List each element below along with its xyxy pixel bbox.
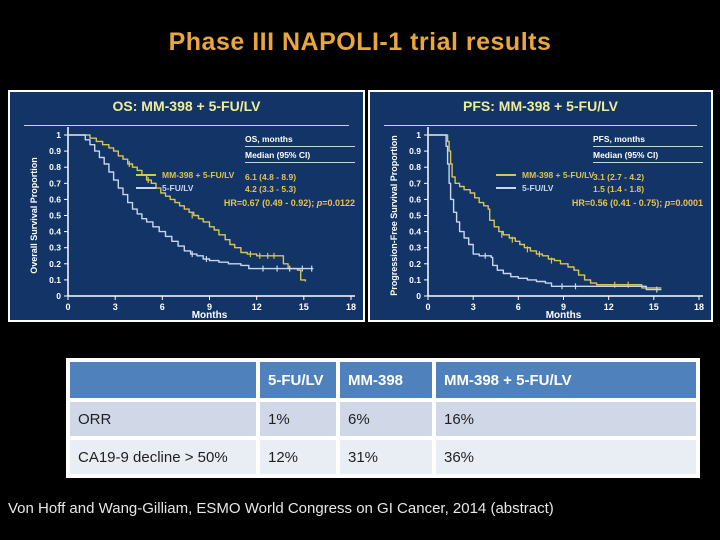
citation-text: Von Hoff and Wang-Gilliam, ESMO World Co… [8,500,554,517]
svg-text:18: 18 [694,302,704,312]
legend-row: 5-FU/LV [136,181,234,194]
legend-label-control: 5-FU/LV [522,182,554,193]
legend-label-control: 5-FU/LV [162,182,194,193]
svg-text:3: 3 [113,302,118,312]
svg-text:0.3: 0.3 [49,243,61,253]
legend-row: MM-398 + 5-FU/LV [136,168,234,181]
svg-text:15: 15 [299,302,309,312]
svg-text:0.3: 0.3 [409,243,421,253]
stats-subheader: Median (95% CI) [593,150,703,163]
svg-text:9: 9 [207,302,212,312]
legend-line-combo-icon [496,173,516,176]
header-cell-mm398: MM-398 [340,362,432,398]
pfs-chart-legend: MM-398 + 5-FU/LV 5-FU/LV [496,168,594,194]
median-value-combo: 6.1 (4.8 - 8.9) [245,172,297,182]
row-label: ORR [70,402,256,436]
svg-text:6: 6 [160,302,165,312]
pfs-title-separator [384,125,697,126]
os-chart-panel: 1 0.9 0.8 0.7 0.6 0.5 0.4 0.3 0.2 0.1 0 0 3 6 9 12 15 18 O… [8,90,365,322]
svg-text:Months: Months [546,310,582,320]
table-header-row: 5-FU/LV MM-398 MM-398 + 5-FU/LV [70,362,696,398]
svg-text:Months: Months [192,310,228,320]
svg-text:0: 0 [56,291,61,301]
os-chart-legend: MM-398 + 5-FU/LV 5-FU/LV [136,168,234,194]
svg-text:0.5: 0.5 [49,211,61,221]
results-table: 5-FU/LV MM-398 MM-398 + 5-FU/LV ORR 1% 6… [66,358,700,478]
row-label: CA19-9 decline > 50% [70,440,256,474]
svg-text:0.9: 0.9 [409,146,421,156]
svg-text:0.8: 0.8 [409,162,421,172]
legend-line-control-icon [496,186,516,189]
svg-text:0.8: 0.8 [49,162,61,172]
svg-text:6: 6 [516,302,521,312]
median-value-control: 1.5 (1.4 - 1.8) [593,184,645,194]
svg-text:0.2: 0.2 [49,259,61,269]
svg-text:0.4: 0.4 [49,227,61,237]
table-row-orr: ORR 1% 6% 16% [70,402,696,436]
svg-text:1: 1 [416,130,421,140]
svg-text:0: 0 [65,302,70,312]
svg-text:Overall Survival Proportion: Overall Survival Proportion [29,157,39,274]
legend-line-control-icon [136,186,156,189]
svg-text:0.7: 0.7 [49,178,61,188]
svg-text:12: 12 [604,302,614,312]
os-title-separator [24,125,349,126]
svg-text:12: 12 [252,302,262,312]
table-row-ca199: CA19-9 decline > 50% 12% 31% 36% [70,440,696,474]
svg-text:1: 1 [56,130,61,140]
median-value-control: 4.2 (3.3 - 5.3) [245,184,297,194]
slide-title: Phase III NAPOLI-1 trial results [168,28,552,56]
svg-text:0.1: 0.1 [49,275,61,285]
legend-label-combo: MM-398 + 5-FU/LV [162,169,235,180]
cell-value: 36% [436,440,696,474]
cell-value: 12% [260,440,336,474]
pfs-km-plot: 1 0.9 0.8 0.7 0.6 0.5 0.4 0.3 0.2 0.1 00 3 6 9 12 15 18 P… [389,127,704,320]
svg-text:0.9: 0.9 [49,146,61,156]
header-cell-combo: MM-398 + 5-FU/LV [436,362,696,398]
svg-text:15: 15 [649,302,659,312]
os-hazard-ratio: HR=0.67 (0.49 - 0.92); p=0.0122 [223,198,355,208]
legend-label-combo: MM-398 + 5-FU/LV [522,169,595,180]
header-cell-blank [70,362,256,398]
svg-text:0.6: 0.6 [409,194,421,204]
legend-line-combo-icon [136,173,156,176]
svg-text:0.5: 0.5 [409,211,421,221]
stats-subheader: Median (95% CI) [245,150,355,163]
os-km-plot: 1 0.9 0.8 0.7 0.6 0.5 0.4 0.3 0.2 0.1 00 3 6 9 12 15 18 O… [29,127,356,320]
svg-text:0.4: 0.4 [409,227,421,237]
pfs-stats-block: PFS, months Median (95% CI) 3.1 (2.7 - 4… [593,134,703,195]
median-value-combo: 3.1 (2.7 - 4.2) [593,172,645,182]
svg-text:0.1: 0.1 [409,275,421,285]
legend-row: MM-398 + 5-FU/LV [496,168,594,181]
cell-value: 31% [340,440,432,474]
os-chart-title: OS: MM-398 + 5-FU/LV [112,98,261,114]
cell-value: 1% [260,402,336,436]
svg-text:0.2: 0.2 [409,259,421,269]
svg-text:9: 9 [561,302,566,312]
pfs-hazard-ratio: HR=0.56 (0.41 - 0.75); p=0.0001 [571,198,703,208]
legend-row: 5-FU/LV [496,181,594,194]
pfs-chart-title: PFS: MM-398 + 5-FU/LV [463,98,618,114]
svg-text:3: 3 [471,302,476,312]
pfs-chart-panel: 1 0.9 0.8 0.7 0.6 0.5 0.4 0.3 0.2 0.1 0 0 3 6 9 12 15 18 P… [368,90,713,322]
stats-header: OS, months [245,134,355,147]
cell-value: 16% [436,402,696,436]
svg-text:18: 18 [346,302,356,312]
svg-text:0.6: 0.6 [49,194,61,204]
cell-value: 6% [340,402,432,436]
svg-text:0.7: 0.7 [409,178,421,188]
svg-text:0: 0 [425,302,430,312]
os-stats-block: OS, months Median (95% CI) 6.1 (4.8 - 8.… [245,134,355,195]
stats-header: PFS, months [593,134,703,147]
svg-text:0: 0 [416,291,421,301]
header-cell-5fulv: 5-FU/LV [260,362,336,398]
svg-text:Progression-Free Survival Prop: Progression-Free Survival Proportion [389,135,399,296]
